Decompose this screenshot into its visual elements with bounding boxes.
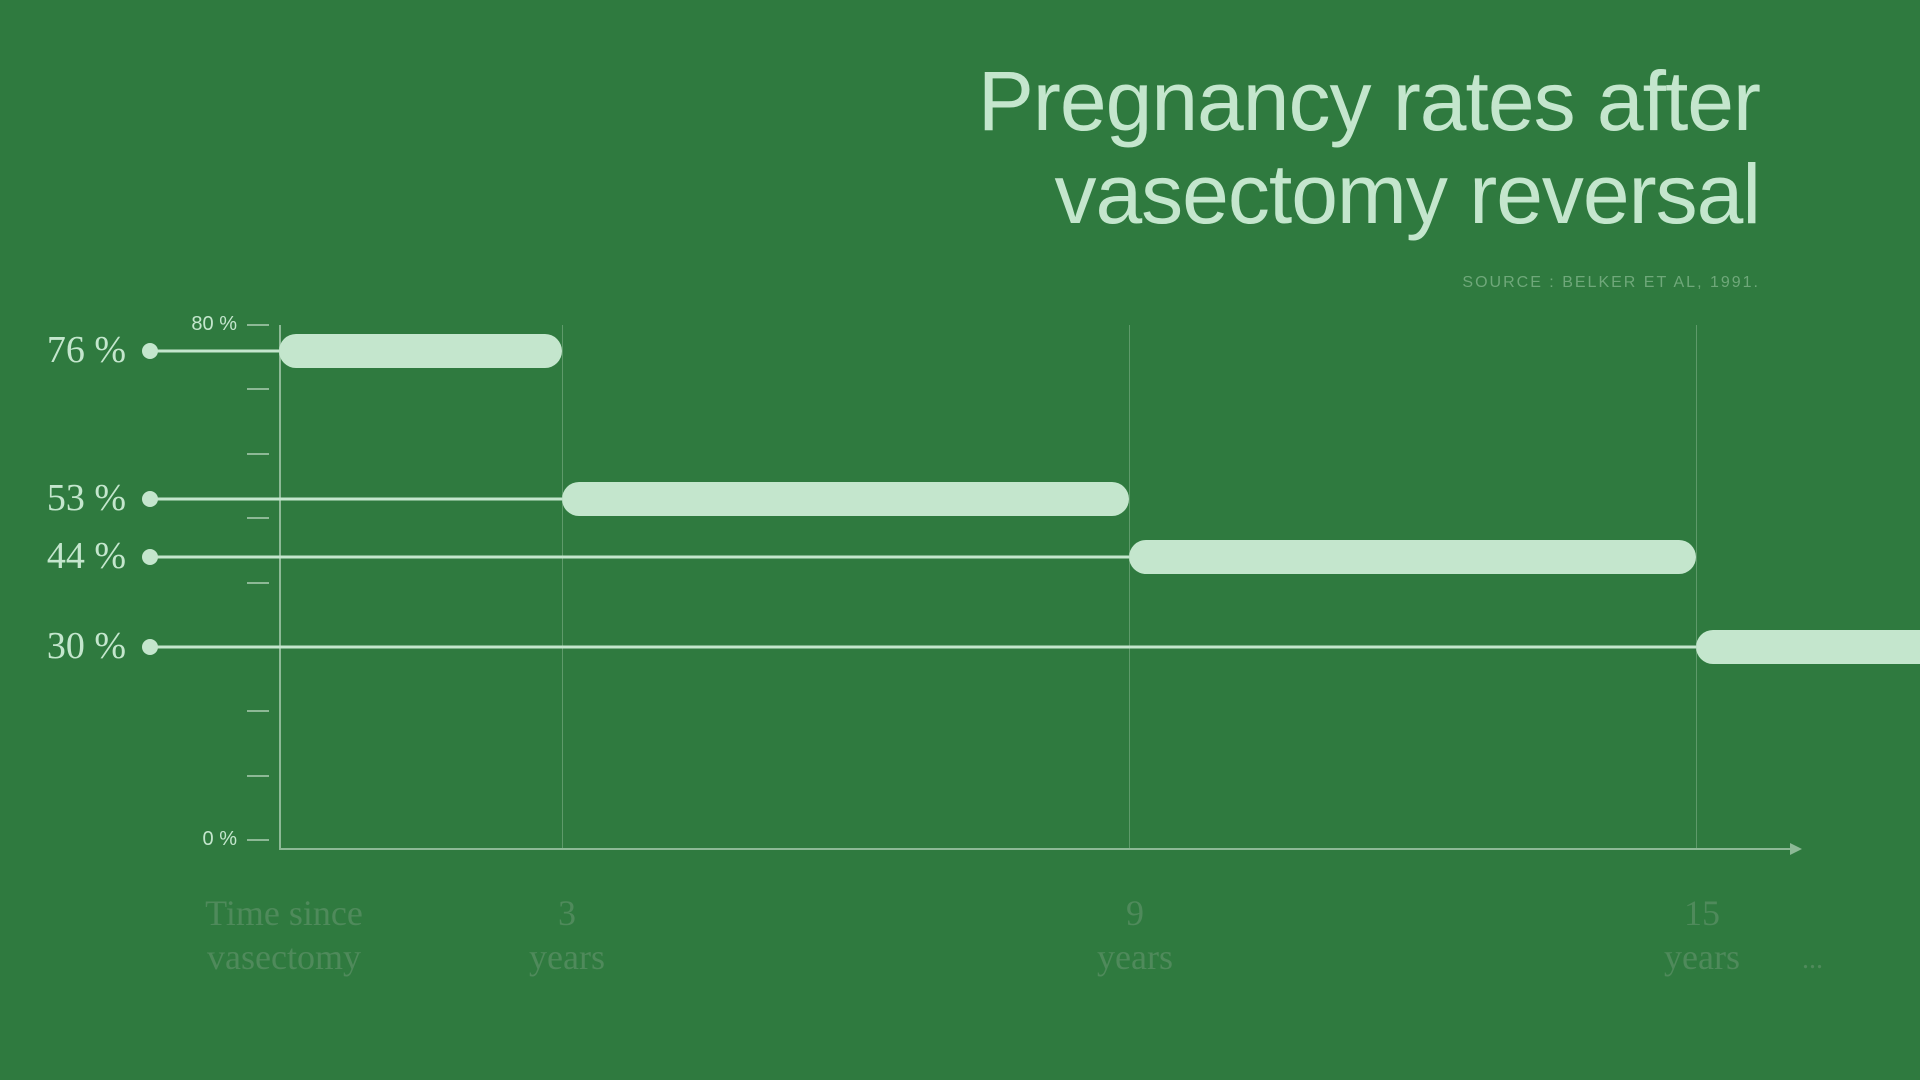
x-gridline xyxy=(1696,325,1697,848)
bar-value-label: 30 % xyxy=(6,624,126,668)
x-axis-label: years xyxy=(417,936,717,978)
x-axis-label: 15 xyxy=(1552,892,1852,934)
y-tick xyxy=(247,453,269,455)
bar-segment xyxy=(279,334,562,368)
x-axis-label: years xyxy=(985,936,1285,978)
x-gridline xyxy=(562,325,563,848)
y-tick xyxy=(247,710,269,712)
chart-title-line2: vasectomy reversal xyxy=(1054,148,1760,241)
bar-value-label: 76 % xyxy=(6,328,126,372)
x-axis-label: 3 xyxy=(417,892,717,934)
x-axis-label: 9 xyxy=(985,892,1285,934)
x-gridline xyxy=(1129,325,1130,848)
chart-canvas: Pregnancy rates aftervasectomy reversal S… xyxy=(0,0,1920,1080)
bar-leader-line xyxy=(150,645,1696,648)
y-tick xyxy=(247,324,269,326)
source-citation: SOURCE : BELKER ET AL, 1991. xyxy=(1462,274,1760,292)
y-axis xyxy=(279,325,281,848)
y-tick xyxy=(247,388,269,390)
x-axis-arrow xyxy=(1790,843,1802,855)
y-tick xyxy=(247,582,269,584)
x-axis xyxy=(279,848,1790,850)
y-tick-label: 0 % xyxy=(177,828,237,851)
x-axis-label: vasectomy xyxy=(134,936,434,978)
x-axis-ellipsis: ... xyxy=(1802,944,1823,976)
y-tick xyxy=(247,517,269,519)
bar-value-label: 44 % xyxy=(6,534,126,578)
y-tick xyxy=(247,839,269,841)
bar-segment xyxy=(562,482,1129,516)
bar-value-label: 53 % xyxy=(6,476,126,520)
bar-segment xyxy=(1696,630,1920,664)
y-tick-label: 80 % xyxy=(177,313,237,336)
x-axis-label: Time since xyxy=(134,892,434,934)
bar-leader-line xyxy=(150,349,279,352)
bar-segment xyxy=(1129,540,1696,574)
y-tick xyxy=(247,775,269,777)
chart-title-line1: Pregnancy rates after xyxy=(978,55,1760,148)
bar-leader-line xyxy=(150,555,1129,558)
bar-leader-line xyxy=(150,497,562,500)
